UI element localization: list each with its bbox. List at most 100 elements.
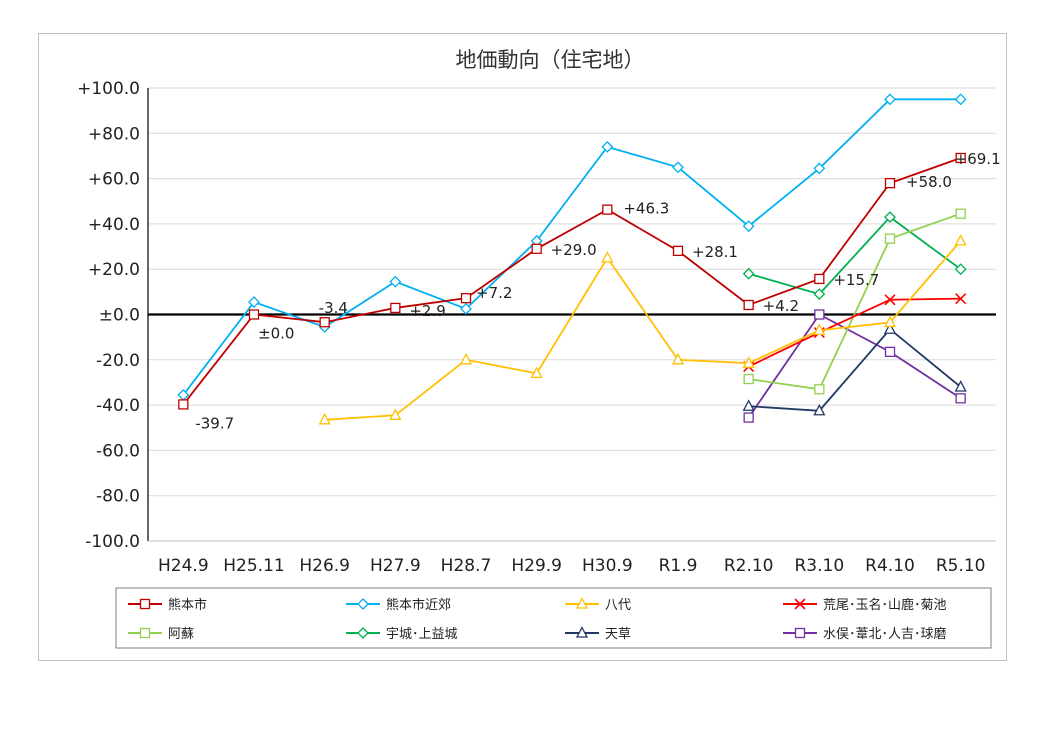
data-point xyxy=(672,161,684,174)
series-line xyxy=(748,327,962,412)
data-point xyxy=(883,322,897,334)
data-point xyxy=(955,393,966,404)
data-point xyxy=(742,399,755,411)
x-tick-label: H25.11 xyxy=(223,556,284,576)
x-tick-label: R3.10 xyxy=(794,556,844,576)
data-label: +28.1 xyxy=(692,243,738,261)
chart-frame xyxy=(38,33,1007,661)
data-point xyxy=(248,309,260,320)
data-point xyxy=(318,412,331,425)
data-point xyxy=(884,294,896,306)
y-tick-label: ±0.0 xyxy=(99,306,140,326)
series-2 xyxy=(318,233,967,425)
series-6 xyxy=(742,322,967,416)
y-tick-label: +60.0 xyxy=(88,170,140,190)
legend-marker xyxy=(794,627,806,639)
x-tick-label: H26.9 xyxy=(299,556,350,576)
data-point xyxy=(954,93,967,106)
legend-label: 水俣･葦北･人吉･球磨 xyxy=(823,627,947,642)
x-tick-label: H30.9 xyxy=(582,556,633,576)
data-label: +69.1 xyxy=(955,150,1001,168)
y-tick-label: +40.0 xyxy=(88,215,140,235)
series-4 xyxy=(743,208,966,395)
legend-item: 宇城･上益城 xyxy=(346,627,458,642)
data-label: +15.7 xyxy=(833,271,879,289)
y-tick-label: +20.0 xyxy=(88,260,140,280)
legend-item: 熊本市近郊 xyxy=(346,597,451,613)
x-tick-label: H28.7 xyxy=(441,556,492,576)
data-point xyxy=(178,399,189,410)
data-point xyxy=(530,366,543,379)
legend-marker xyxy=(139,627,151,639)
legend-label: 宇城･上益城 xyxy=(386,627,458,642)
data-point xyxy=(743,412,754,423)
data-point xyxy=(813,162,826,175)
data-point xyxy=(389,275,402,288)
legend-marker xyxy=(794,598,806,610)
data-point xyxy=(814,309,825,320)
legend-marker xyxy=(575,626,589,638)
data-label: +58.0 xyxy=(906,173,952,191)
x-tick-label: H24.9 xyxy=(158,556,209,576)
y-tick-label: +100.0 xyxy=(77,79,140,99)
data-point xyxy=(742,220,755,233)
x-tick-label: R5.10 xyxy=(936,556,986,576)
x-tick-label: H29.9 xyxy=(511,556,562,576)
legend-item: 熊本市 xyxy=(128,597,207,613)
x-tick-label: H27.9 xyxy=(370,556,421,576)
legend-marker xyxy=(357,627,369,639)
legend-item: 荒尾･玉名･山鹿･菊池 xyxy=(783,597,947,613)
data-point xyxy=(954,233,967,246)
y-tick-label: -60.0 xyxy=(96,441,140,461)
data-point xyxy=(390,302,401,314)
data-point xyxy=(954,380,967,392)
y-tick-label: -100.0 xyxy=(85,532,140,552)
y-tick-label: -40.0 xyxy=(96,396,140,416)
data-point xyxy=(884,233,896,244)
series-line xyxy=(182,157,961,405)
legend-marker xyxy=(357,598,369,610)
data-label: -39.7 xyxy=(195,414,234,432)
data-point xyxy=(531,243,542,254)
series-line xyxy=(747,313,962,419)
data-label: +7.2 xyxy=(476,284,512,302)
legend-marker xyxy=(139,598,151,610)
data-point xyxy=(672,245,684,257)
legend-item: 阿蘇 xyxy=(128,627,194,642)
data-point xyxy=(884,211,896,224)
data-point xyxy=(743,373,754,385)
legend-item: 八代 xyxy=(565,597,631,613)
data-point xyxy=(813,403,826,416)
series-1 xyxy=(177,93,967,401)
series-line xyxy=(748,297,961,368)
legend-label: 阿蘇 xyxy=(168,627,194,642)
data-point xyxy=(742,356,755,368)
data-point xyxy=(813,323,826,336)
data-point xyxy=(884,346,896,358)
data-point xyxy=(460,293,472,304)
y-tick-label: -20.0 xyxy=(96,351,140,371)
legend-label: 熊本市近郊 xyxy=(386,597,451,613)
data-point xyxy=(602,204,613,215)
data-point xyxy=(248,296,260,308)
legend-label: 八代 xyxy=(605,598,631,613)
data-point xyxy=(814,273,825,285)
y-tick-label: -80.0 xyxy=(96,487,140,507)
legend-marker xyxy=(575,597,589,609)
data-label: ±0.0 xyxy=(258,325,294,343)
legend-item: 水俣･葦北･人吉･球磨 xyxy=(783,627,947,642)
series-0 xyxy=(178,152,966,410)
x-tick-label: R1.9 xyxy=(659,556,698,576)
data-point xyxy=(954,263,967,276)
data-point xyxy=(884,93,896,106)
data-point xyxy=(460,302,472,315)
legend-label: 熊本市 xyxy=(168,597,207,613)
data-point xyxy=(955,208,966,219)
data-point xyxy=(601,250,614,263)
series-line xyxy=(182,98,961,396)
data-point xyxy=(955,293,967,305)
data-point xyxy=(742,267,755,280)
data-label: -3.4 xyxy=(319,299,348,317)
